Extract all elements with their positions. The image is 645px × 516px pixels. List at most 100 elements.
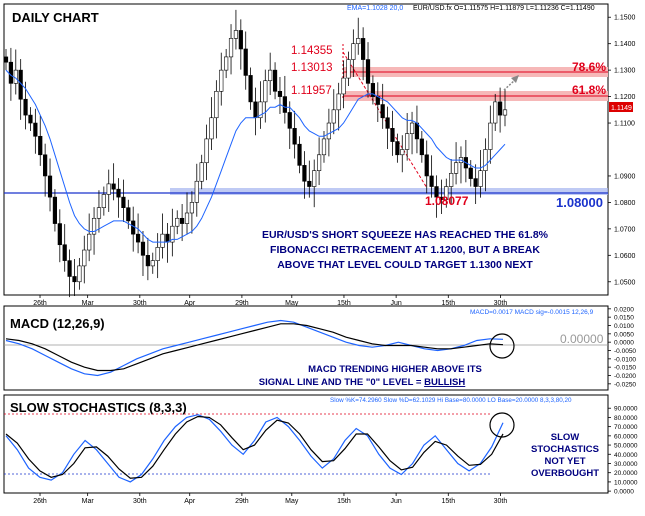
- candle: [356, 17, 361, 55]
- price-x-tick-label: 15th: [337, 300, 351, 307]
- macd-panel-frame: [3, 305, 609, 391]
- price-y-tick-label: 1.0900: [614, 173, 636, 180]
- stoch-x-tick-label: 26th: [33, 498, 47, 505]
- candle: [184, 192, 190, 235]
- candle: [390, 110, 395, 156]
- price-x-tick-label: Apr: [184, 300, 196, 307]
- candle: [380, 83, 385, 129]
- price-x-tick-label: 15th: [441, 300, 455, 307]
- macd-highlight-circle: [489, 333, 515, 359]
- last-price-value: 1.1149: [611, 105, 632, 112]
- candle: [449, 159, 454, 204]
- candle: [453, 142, 459, 185]
- price-low-label: 1.08077: [425, 194, 469, 208]
- candle: [361, 27, 366, 81]
- stoch-y-tick-label: 60.0000: [614, 433, 638, 440]
- stoch-x-tick-label: Apr: [184, 498, 196, 505]
- stoch-y-tick-label: 0.0000: [614, 489, 634, 496]
- support-band: [170, 188, 608, 195]
- price-x-tick-label: 29th: [235, 300, 249, 307]
- candle: [140, 230, 146, 276]
- candle: [96, 190, 102, 233]
- candle: [170, 208, 175, 257]
- candle: [228, 24, 234, 75]
- fib-786-price-label: 1.13013: [291, 62, 333, 74]
- price-y-tick-label: 1.1100: [614, 121, 635, 128]
- macd-note-prefix: SIGNAL LINE AND THE "0" LEVEL =: [259, 377, 424, 388]
- stoch-x-tick-label: 15th: [441, 498, 455, 505]
- stoch-y-tick-label: 80.0000: [614, 415, 638, 422]
- main-note-line-1: EUR/USD'S SHORT SQUEEZE HAS REACHED THE …: [262, 229, 549, 241]
- macd-y-tick-label: 0.0050: [614, 331, 634, 338]
- stoch-note-line-1: SLOW: [551, 432, 580, 443]
- price-y-tick-label: 1.0500: [614, 279, 636, 286]
- macd-note-line-2: SIGNAL LINE AND THE "0" LEVEL = BULLISH: [259, 377, 466, 388]
- candle: [72, 259, 77, 297]
- macd-y-axis: 0.02000.01500.01000.00500.0000-0.0050-0.…: [608, 306, 636, 388]
- candle: [111, 163, 116, 201]
- candle: [346, 51, 351, 87]
- stoch-highlight-circle: [489, 412, 515, 438]
- macd-note-bullish: BULLISH: [424, 377, 465, 388]
- quote-readout: EUR/USD.fx O=1.11575 H=1.11879 L=1.11236…: [413, 5, 595, 12]
- ema-readout: EMA=1.1028 20,0: [347, 5, 403, 12]
- candle: [238, 19, 243, 70]
- candle: [419, 130, 424, 163]
- candle: [52, 189, 58, 232]
- macd-y-tick-label: -0.0150: [614, 365, 636, 372]
- candle: [23, 81, 28, 130]
- candle: [498, 87, 503, 133]
- candle: [224, 48, 229, 79]
- price-y-tick-label: 1.1200: [614, 94, 636, 101]
- price-y-tick-label: 1.0600: [614, 253, 636, 260]
- candle: [209, 97, 214, 151]
- candle: [439, 179, 444, 215]
- main-note-line-2: FIBONACCI RETRACEMENT AT 1.1200, BUT A B…: [270, 244, 540, 256]
- candle: [204, 124, 209, 181]
- candle: [145, 237, 150, 281]
- candle: [277, 77, 283, 115]
- candle: [135, 213, 141, 254]
- macd-readout: MACD=0.0017 MACD sig=-0.0015 12,26,9: [470, 309, 594, 316]
- candle: [351, 29, 356, 78]
- candle: [106, 169, 111, 212]
- candle: [307, 160, 312, 198]
- macd-y-tick-label: -0.0050: [614, 348, 636, 355]
- stoch-y-tick-label: 20.0000: [614, 470, 638, 477]
- stoch-k-line: [5, 414, 504, 483]
- candle: [28, 107, 33, 131]
- candle: [405, 112, 410, 161]
- candle: [160, 213, 165, 259]
- candle: [199, 154, 204, 190]
- stoch-panel: SLOW STOCHASTICS (8,3,3) Slow %K=74.2960…: [3, 394, 638, 505]
- candle: [33, 108, 38, 154]
- candle: [370, 75, 376, 105]
- macd-y-tick-label: 0.0100: [614, 323, 634, 330]
- candle: [268, 52, 273, 96]
- candle: [258, 81, 263, 129]
- candle: [47, 158, 53, 212]
- macd-y-tick-label: 0.0000: [614, 340, 634, 347]
- candle: [248, 67, 253, 110]
- price-panel: DAILY CHART EMA=1.1028 20,0 EUR/USD.fx O…: [3, 3, 636, 307]
- price-y-tick-label: 1.1300: [614, 68, 636, 75]
- stoch-x-axis: 26th Mar 30th Apr 29th May 15th Jun 15th 30th: [33, 493, 507, 505]
- macd-zero-label: 0.00000: [560, 332, 604, 346]
- candle: [87, 213, 92, 262]
- price-y-tick-label: 1.1500: [614, 15, 636, 22]
- target-arrow-icon: [503, 75, 519, 91]
- stoch-y-tick-label: 10.0000: [614, 479, 638, 486]
- main-note-line-3: ABOVE THAT LEVEL COULD TARGET 1.1300 NEX…: [277, 259, 533, 271]
- candle: [272, 62, 278, 100]
- stoch-x-tick-label: 30th: [133, 498, 147, 505]
- candle: [282, 75, 287, 124]
- candle: [214, 80, 219, 139]
- candle: [385, 106, 390, 149]
- macd-y-tick-label: 0.0200: [614, 306, 634, 313]
- candle: [155, 233, 160, 279]
- macd-signal-line: [5, 323, 504, 372]
- candle: [341, 60, 346, 109]
- candle: [189, 191, 195, 234]
- stoch-x-tick-label: Jun: [390, 498, 401, 505]
